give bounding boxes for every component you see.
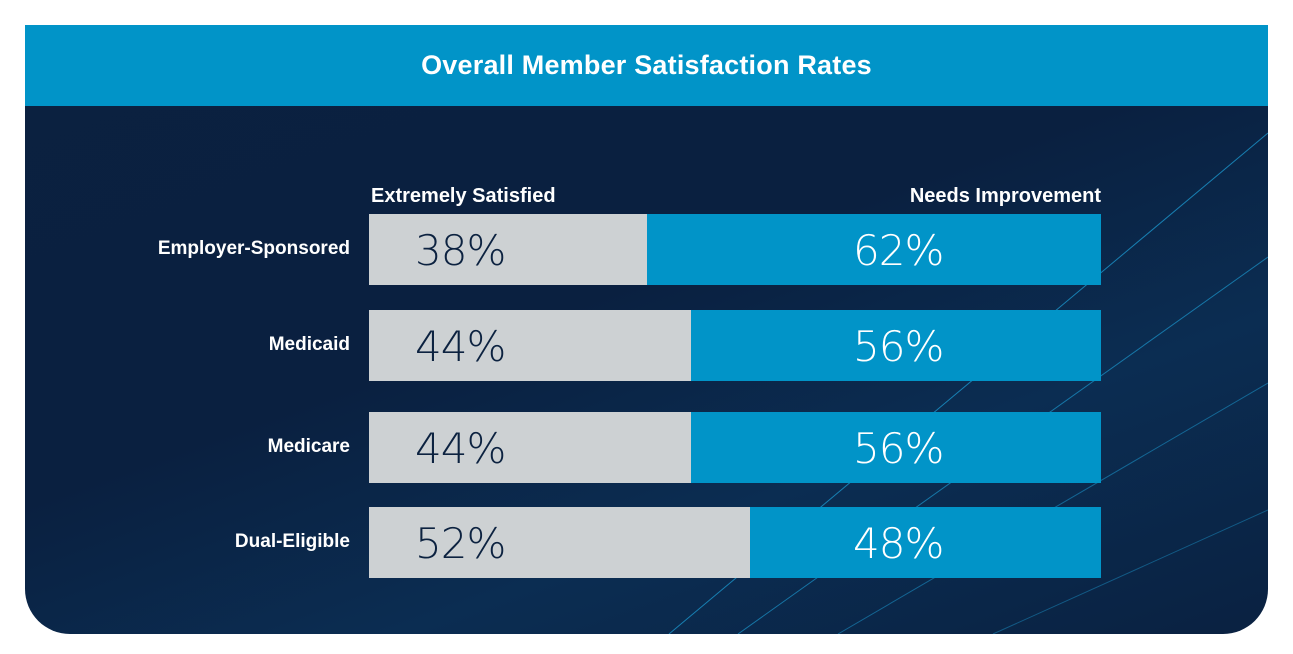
- legend-needs-improvement: Needs Improvement: [909, 185, 1101, 207]
- bar-segment-needs-improvement: 56%: [691, 412, 1101, 483]
- row-label: Medicare: [267, 436, 350, 457]
- data-label-improvement: 62%: [853, 226, 944, 275]
- data-label-improvement: 56%: [853, 322, 944, 371]
- stacked-bar: 52% 48%: [369, 507, 1101, 578]
- stacked-bar: 38% 62%: [369, 214, 1101, 285]
- bar-segment-extremely-satisfied: 44%: [369, 310, 691, 381]
- bar-segment-extremely-satisfied: 52%: [369, 507, 750, 578]
- row-label: Medicaid: [268, 334, 350, 355]
- bar-segment-needs-improvement: 56%: [691, 310, 1101, 381]
- data-label-satisfied: 52%: [415, 519, 506, 568]
- stacked-bar: 44% 56%: [369, 310, 1101, 381]
- data-label-satisfied: 38%: [415, 226, 506, 275]
- bar-segment-needs-improvement: 62%: [647, 214, 1101, 285]
- data-label-improvement: 48%: [853, 519, 944, 568]
- data-label-improvement: 56%: [853, 424, 944, 473]
- chart-title: Overall Member Satisfaction Rates: [421, 50, 872, 80]
- row-label: Dual-Eligible: [234, 531, 350, 552]
- bar-segment-extremely-satisfied: 38%: [369, 214, 647, 285]
- bar-segment-extremely-satisfied: 44%: [369, 412, 691, 483]
- legend-extremely-satisfied: Extremely Satisfied: [371, 185, 556, 207]
- stacked-bar: 44% 56%: [369, 412, 1101, 483]
- row-label: Employer-Sponsored: [157, 238, 350, 259]
- data-label-satisfied: 44%: [415, 322, 506, 371]
- data-label-satisfied: 44%: [415, 424, 506, 473]
- bar-segment-needs-improvement: 48%: [750, 507, 1101, 578]
- chart-card: Overall Member Satisfaction Rates Extrem…: [25, 25, 1268, 634]
- chart-header: Overall Member Satisfaction Rates: [25, 25, 1268, 106]
